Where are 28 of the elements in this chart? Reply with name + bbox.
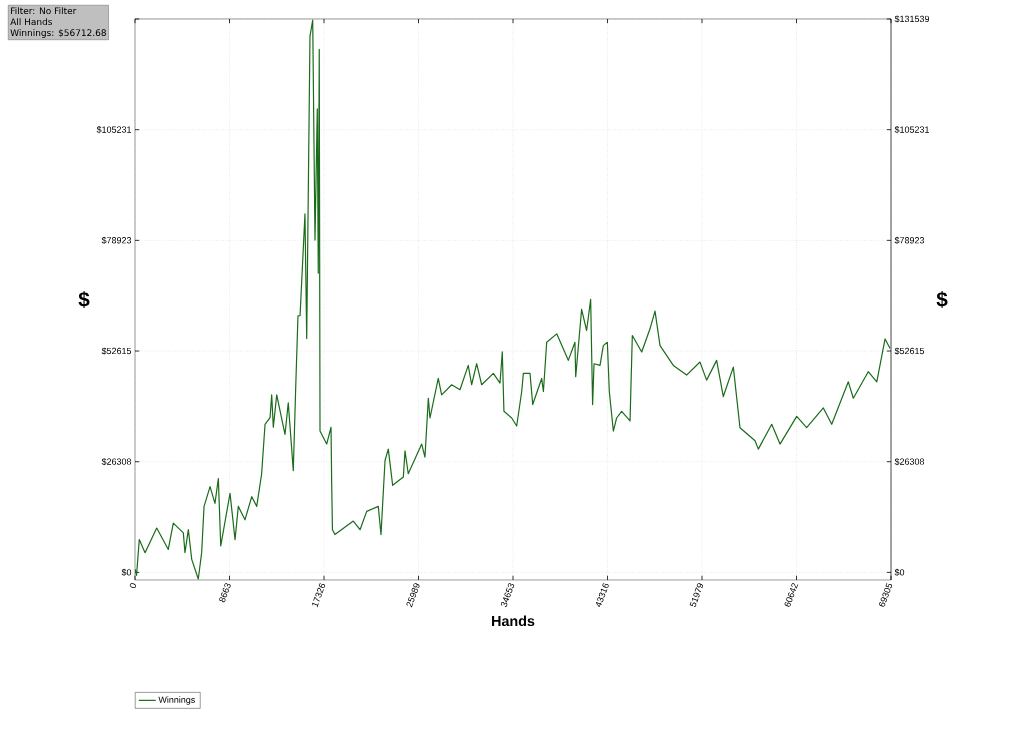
y2-tick-label: $26308 (894, 458, 925, 466)
x-tick-label: 25989 (406, 583, 420, 608)
text: Filter: No Filter (11, 7, 77, 15)
y2-tick-label: $0 (894, 568, 905, 577)
x-axis-title: Hands (492, 615, 535, 627)
y-tick-label: $0 (121, 568, 132, 577)
y-tick-label: $105231 (96, 126, 132, 134)
x-tick-label: 17326 (312, 583, 326, 608)
x-tick-label: 34653 (500, 583, 515, 607)
text: All Hands (10, 18, 53, 26)
x-tick-label: 43316 (595, 583, 609, 608)
legend-label: Winnings (158, 696, 195, 705)
y2-tick-label: $131539 (894, 15, 930, 23)
y2-tick-label: $78923 (894, 236, 925, 244)
x-tick-label: 8663 (219, 583, 231, 603)
x-tick-label: 69305 (879, 582, 893, 607)
x-tick-label: 60642 (784, 583, 799, 607)
y-tick-label: $52615 (101, 347, 132, 355)
y-tick-label: $26308 (101, 458, 132, 466)
y2-tick-label: $105231 (894, 126, 929, 134)
y2-axis-title: $ (936, 291, 948, 308)
text: Winnings: $56712.68 (10, 29, 106, 38)
x-tick-label: 0 (129, 583, 137, 589)
y-tick-label: $78923 (101, 236, 132, 244)
line-series (135, 19, 891, 580)
x-tick-label: 51979 (689, 583, 704, 607)
y2-tick-label: $52615 (894, 347, 925, 355)
y-axis-title: $ (78, 291, 90, 308)
